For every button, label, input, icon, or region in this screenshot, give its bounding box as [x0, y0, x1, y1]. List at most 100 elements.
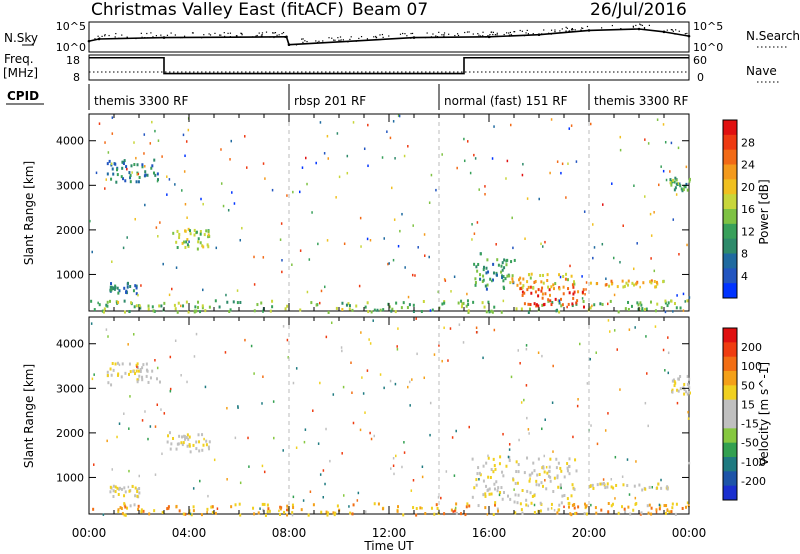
heat-cell: [572, 280, 575, 284]
noise-scatter-dot: [436, 36, 439, 38]
heat-cell: [556, 476, 559, 480]
heat-cell: [656, 118, 659, 121]
noise-scatter-dot: [498, 35, 500, 37]
heat-cell: [571, 503, 574, 507]
noise-scatter-dot: [118, 37, 120, 39]
heat-cell: [404, 266, 406, 269]
noise-scatter-dot: [532, 33, 534, 35]
heat-cell: [656, 282, 659, 286]
heat-cell: [199, 479, 201, 483]
heat-cell: [458, 323, 461, 326]
heat-cell: [541, 286, 544, 290]
heat-cell: [193, 309, 196, 313]
heat-cell: [515, 460, 518, 464]
heat-cell: [95, 171, 98, 175]
heat-cell: [121, 166, 124, 170]
cpid-segments: themis 3300 RF rbsp 201 RF normal (fast) 1…: [88, 84, 688, 110]
heat-cell: [166, 440, 169, 444]
heat-cell: [352, 503, 355, 507]
heat-cell: [666, 487, 669, 491]
heat-cell: [193, 228, 196, 232]
heat-cell: [423, 254, 426, 257]
noise-scatter-dot: [639, 23, 641, 25]
heat-cell: [351, 308, 354, 312]
heat-cell: [686, 392, 689, 396]
heat-cell: [630, 304, 633, 308]
heat-cell: [476, 472, 479, 476]
heat-cell: [539, 501, 542, 505]
heat-cell: [666, 508, 669, 511]
heat-cell: [501, 276, 504, 280]
heat-cell: [465, 304, 468, 308]
heat-cell: [549, 299, 552, 303]
heat-cell: [508, 274, 511, 278]
heat-cell: [120, 375, 123, 379]
heat-cell: [124, 490, 127, 494]
heat-cell: [421, 506, 423, 510]
heat-cell: [411, 273, 414, 277]
noise-scatter-dot: [466, 31, 469, 33]
heat-cell: [548, 469, 551, 473]
heat-cell: [207, 235, 210, 239]
heat-cell: [184, 437, 187, 441]
noise-scatter-dot: [366, 38, 369, 40]
heat-cell: [116, 173, 119, 177]
noise-scatter-dot: [256, 34, 258, 37]
heat-cell: [256, 303, 259, 307]
heat-cell: [658, 183, 660, 187]
heat-cell: [104, 141, 106, 144]
heat-cell: [526, 489, 529, 493]
heat-cell: [166, 193, 168, 196]
heat-cell: [139, 367, 142, 371]
heat-cell: [224, 351, 227, 354]
heat-cell: [632, 508, 635, 512]
noise-scatter-dot: [675, 29, 677, 31]
colorbar-swatch: [723, 485, 737, 501]
heat-cell: [475, 265, 478, 269]
heat-cell: [495, 273, 498, 277]
heat-cell: [609, 299, 612, 303]
heat-cell: [541, 303, 544, 307]
heat-cell: [486, 283, 489, 287]
heat-cell: [236, 301, 239, 305]
heat-cell: [494, 467, 497, 471]
heat-cell: [581, 297, 584, 300]
heat-cell: [525, 347, 528, 351]
heat-cell: [644, 307, 647, 311]
noise-scatter-dot: [570, 29, 573, 31]
noise-scatter-dot: [559, 30, 561, 32]
heat-cell: [336, 132, 339, 135]
heat-cell: [198, 449, 201, 453]
heat-cell: [341, 301, 344, 305]
velocity-colorbar-label: Velocity [m s^-1]: [757, 362, 771, 466]
heat-cell: [106, 172, 109, 176]
heat-cell: [342, 494, 345, 497]
heat-cell: [560, 469, 563, 473]
colorbar-tick-label: -15: [741, 418, 759, 431]
heat-cell: [124, 179, 127, 183]
heat-cell: [565, 196, 567, 199]
heat-cell: [596, 442, 599, 446]
heat-cell: [607, 319, 610, 322]
heat-cell: [648, 503, 651, 507]
heat-cell: [207, 494, 209, 498]
heat-cell: [545, 487, 548, 491]
heat-cell: [141, 375, 144, 379]
heat-cell: [156, 172, 159, 176]
heat-cell: [543, 470, 546, 474]
heat-cell: [676, 294, 678, 297]
heat-cell: [111, 260, 113, 263]
heat-cell: [326, 134, 329, 138]
heat-cell: [407, 144, 409, 148]
heat-cell: [186, 444, 189, 448]
y-tick-label: 1000: [56, 268, 84, 281]
heat-cell: [640, 511, 643, 515]
noise-scatter-dot: [571, 27, 574, 30]
noise-scatter-dot: [519, 29, 521, 32]
heat-cell: [577, 505, 580, 509]
time-tick-label: 12:00: [372, 526, 407, 540]
heat-cell: [123, 310, 126, 314]
heat-cell: [129, 284, 132, 288]
heat-cell: [239, 238, 242, 242]
heat-cell: [412, 224, 414, 227]
